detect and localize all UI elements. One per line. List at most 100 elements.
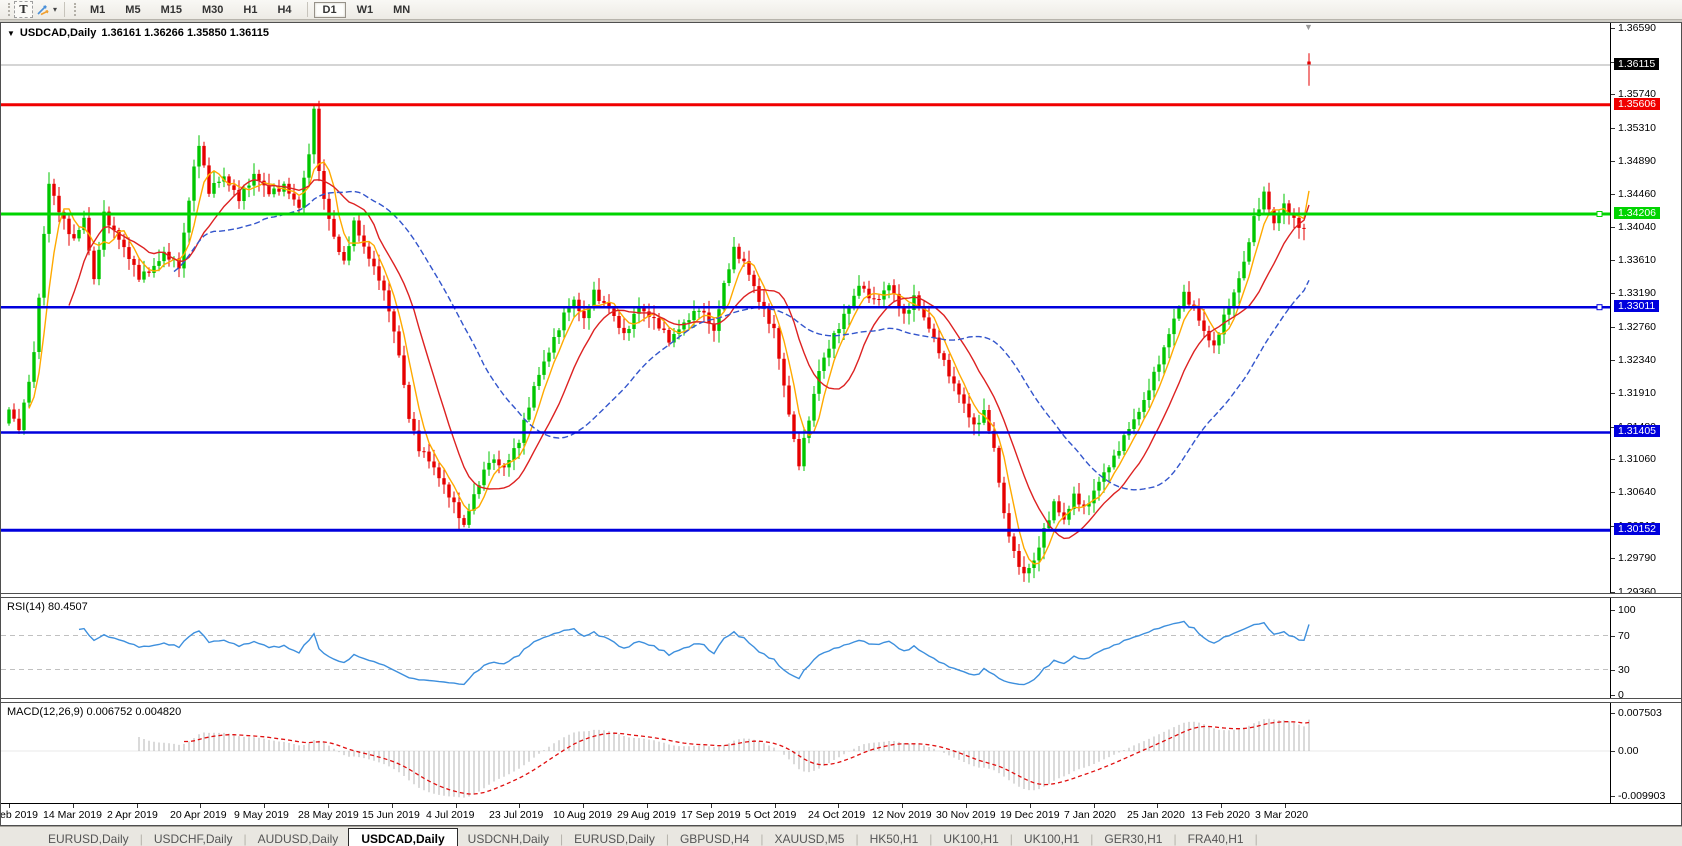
- chart-window: ▼ USDCAD,Daily 1.36161 1.36266 1.35850 1…: [0, 22, 1682, 826]
- rsi-tick-label: 100: [1618, 604, 1636, 616]
- price-tick-label: 1.34890: [1618, 155, 1657, 167]
- tab-audusd-daily[interactable]: AUDUSD,Daily: [257, 832, 339, 846]
- tab-eurusd-daily[interactable]: EURUSD,Daily: [574, 832, 655, 846]
- timeframe-button[interactable]: W1: [356, 3, 374, 16]
- date-axis-label: 13 Feb 2020: [1191, 809, 1250, 821]
- date-tick: [519, 804, 520, 808]
- price-tick-label: 1.36590: [1618, 23, 1657, 34]
- price-line-badge: 1.33011: [1614, 300, 1660, 312]
- date-axis-label: 28 May 2019: [298, 809, 359, 821]
- date-axis-label: 2 Apr 2019: [107, 809, 158, 821]
- tab-fra40-h1[interactable]: FRA40,H1: [1187, 832, 1244, 846]
- tab-usdchf-daily[interactable]: USDCHF,Daily: [153, 832, 233, 846]
- date-tick: [1285, 804, 1286, 808]
- tab-hk50-h1[interactable]: HK50,H1: [869, 832, 919, 846]
- price-line-badge: 1.30152: [1614, 523, 1661, 535]
- panel-separator[interactable]: [1, 698, 1681, 703]
- date-axis-label: 7 Jan 2020: [1064, 809, 1116, 821]
- price-axis[interactable]: 1.365901.361601.357401.353101.348901.344…: [1610, 23, 1681, 593]
- price-tick-label: 1.30640: [1618, 486, 1657, 498]
- price-tick: [1611, 393, 1616, 394]
- tab-uk100-h1[interactable]: UK100,H1: [1023, 832, 1080, 846]
- tab-ger30-h1[interactable]: GER30,H1: [1104, 832, 1163, 846]
- price-tick: [1611, 194, 1616, 195]
- date-axis-label: 4 Jul 2019: [426, 809, 475, 821]
- arrows-tool-button[interactable]: ▾: [33, 1, 59, 18]
- tab-eurusd-daily[interactable]: EURUSD,Daily: [48, 832, 129, 846]
- price-tick-label: 1.34460: [1618, 188, 1657, 200]
- date-axis-label: 20 Apr 2019: [170, 809, 227, 821]
- price-tick-label: 1.34040: [1618, 221, 1657, 233]
- chart-shift-marker-icon[interactable]: ▼: [1304, 23, 1313, 32]
- tab-separator: |: [929, 832, 933, 846]
- date-tick: [1157, 804, 1158, 808]
- text-tool-button[interactable]: T: [14, 1, 33, 18]
- timeframe-button[interactable]: H1: [243, 3, 258, 16]
- rsi-chart-canvas[interactable]: RSI(14) 80.4507: [1, 598, 1611, 698]
- price-tick-label: 1.32340: [1618, 354, 1657, 366]
- rsi-axis[interactable]: 100 70 30 0: [1610, 598, 1681, 698]
- date-axis-label: 5 Oct 2019: [745, 809, 797, 821]
- chevron-down-icon: ▾: [53, 5, 58, 14]
- date-axis-label: 10 Aug 2019: [553, 809, 612, 821]
- date-axis[interactable]: 23 Feb 2019 14 Mar 2019 2 Apr 2019 20 Apr 2…: [1, 803, 1681, 825]
- date-tick: [9, 804, 10, 808]
- price-tick: [1611, 128, 1616, 129]
- chart-tab-bar: EURUSD,Daily | USDCHF,Daily | AUDUSD,Daily US…: [0, 826, 1682, 846]
- price-tick-label: 1.31060: [1618, 453, 1657, 465]
- panel-separator[interactable]: [1, 593, 1681, 598]
- price-tick: [1611, 459, 1616, 460]
- macd-axis[interactable]: 0.007503 0.00 -0.009903: [1610, 703, 1681, 803]
- rsi-tick-label: 30: [1618, 664, 1630, 676]
- date-tick: [264, 804, 265, 808]
- date-tick: [711, 804, 712, 808]
- price-tick: [1611, 161, 1616, 162]
- price-tick: [1611, 260, 1616, 261]
- tab-usdcad-daily[interactable]: USDCAD,Daily: [348, 828, 458, 846]
- timeframe-button[interactable]: M15: [160, 3, 182, 16]
- chart-quote-values: 1.36161 1.36266 1.35850 1.36115: [101, 27, 269, 39]
- date-axis-label: 25 Jan 2020: [1127, 809, 1185, 821]
- macd-chart-canvas[interactable]: MACD(12,26,9) 0.006752 0.004820: [1, 703, 1611, 803]
- date-tick: [73, 804, 74, 808]
- price-tick: [1611, 360, 1616, 361]
- date-tick: [456, 804, 457, 808]
- rsi-tick: [1611, 610, 1616, 611]
- macd-tick: [1611, 796, 1616, 797]
- price-chart-canvas[interactable]: ▼ USDCAD,Daily 1.36161 1.36266 1.35850 1…: [1, 23, 1611, 593]
- chart-title: ▼ USDCAD,Daily 1.36161 1.36266 1.35850 1…: [7, 27, 269, 39]
- price-line-badge: 1.34206: [1614, 207, 1661, 219]
- toolbar-separator: [64, 2, 66, 17]
- tab-separator: |: [560, 832, 564, 846]
- price-tick: [1611, 94, 1616, 95]
- price-tick-label: 1.29790: [1618, 552, 1657, 564]
- timeframe-button[interactable]: M1: [90, 3, 106, 16]
- toolbar-grip[interactable]: [74, 3, 77, 16]
- tab-gbpusd-h4[interactable]: GBPUSD,H4: [679, 832, 750, 846]
- timeframe-button[interactable]: M30: [201, 3, 224, 16]
- date-tick: [137, 804, 138, 808]
- timeframe-button[interactable]: MN: [393, 3, 411, 16]
- price-tick: [1611, 227, 1616, 228]
- timeframe-button[interactable]: H4: [277, 3, 292, 16]
- price-tick-label: 1.35740: [1618, 88, 1657, 100]
- macd-chart: [1, 718, 1611, 798]
- toolbar-grip[interactable]: [8, 3, 10, 16]
- timeframe-button[interactable]: M5: [125, 3, 141, 16]
- date-tick: [838, 804, 839, 808]
- price-tick: [1611, 427, 1616, 428]
- macd-tick: [1611, 713, 1616, 714]
- chart-symbol-label: USDCAD,Daily: [19, 27, 97, 39]
- price-line-badge: 1.31405: [1614, 425, 1661, 437]
- price-tick: [1611, 28, 1616, 29]
- date-axis-label: 23 Jul 2019: [489, 809, 544, 821]
- date-tick: [966, 804, 967, 808]
- tab-xauusd-m5[interactable]: XAUUSD,M5: [774, 832, 845, 846]
- timeframe-button[interactable]: D1: [313, 1, 346, 18]
- date-axis-label: 17 Sep 2019: [681, 809, 741, 821]
- tab-separator: |: [1173, 832, 1177, 846]
- price-tick-label: 1.33190: [1618, 287, 1657, 299]
- tab-uk100-h1[interactable]: UK100,H1: [943, 832, 999, 846]
- macd-tick-label: -0.009903: [1618, 790, 1666, 802]
- tab-usdcnh-daily[interactable]: USDCNH,Daily: [467, 832, 550, 846]
